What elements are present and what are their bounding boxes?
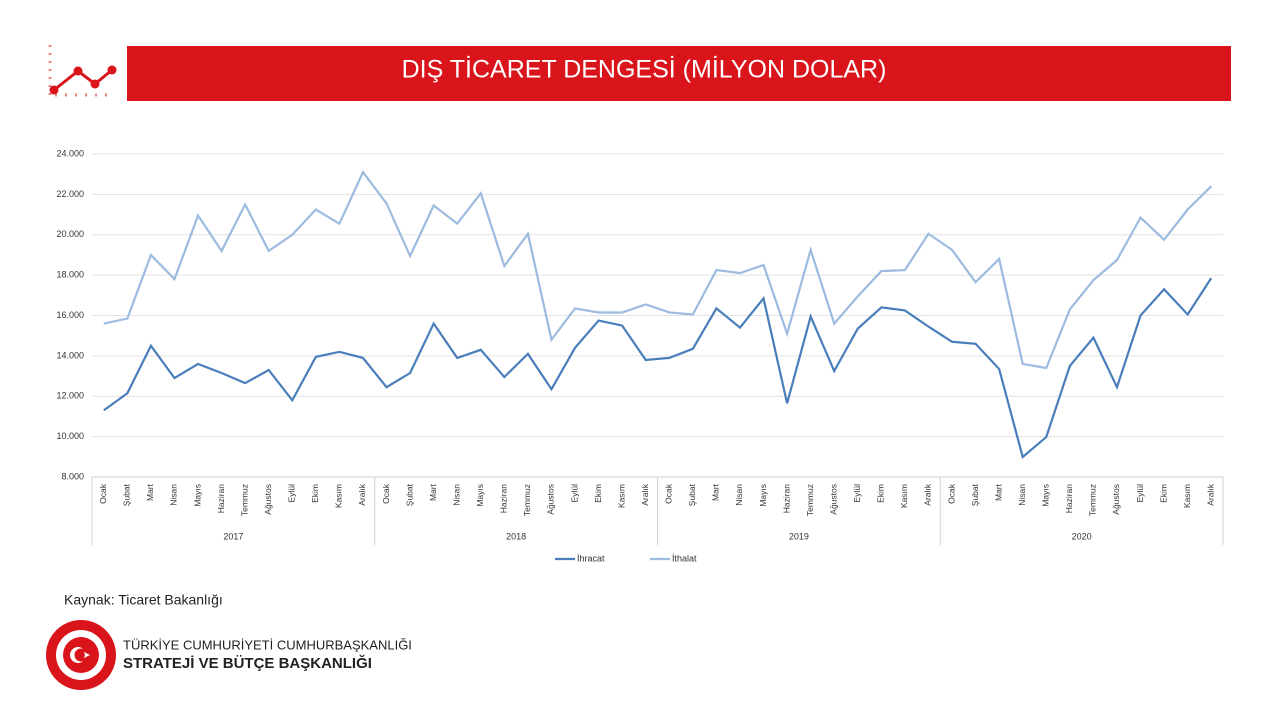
x-tick-label: Ağustos [1111,484,1121,515]
x-tick-label: Mart [428,483,438,501]
x-tick-label: Ekim [876,484,886,503]
x-tick-label: Ekim [1158,484,1168,503]
x-tick-label: Ocak [946,483,956,504]
group-label: 2017 [223,531,243,541]
x-tick-label: Eylül [1135,484,1145,503]
group-label: 2019 [789,531,809,541]
x-tick-label: Eylül [287,484,297,503]
x-tick-label: Haziran [499,484,509,514]
x-tick-label: Ocak [664,483,674,504]
x-tick-label: Eylül [569,484,579,503]
header-icon [48,45,117,97]
y-tick-label: 14.000 [56,350,84,360]
x-tick-label: Mart [145,483,155,501]
x-tick-label: Kasım [616,484,626,508]
x-tick-label: Mart [993,483,1003,501]
x-tick-label: Aralık [640,483,650,505]
group-label: 2020 [1072,531,1092,541]
x-tick-label: Temmuz [1088,484,1098,516]
x-tick-label: Aralık [357,483,367,505]
y-tick-label: 10.000 [56,431,84,441]
header-bar [127,46,1231,101]
x-tick-label: Kasım [334,484,344,508]
group-label: 2018 [506,531,526,541]
series-line [103,170,1212,370]
logo [46,620,116,690]
y-tick-label: 12.000 [56,391,84,401]
x-tick-label: Nisan [1017,484,1027,506]
source: Kaynak: Ticaret Bakanlığı [64,592,223,608]
x-tick-label: Haziran [781,484,791,514]
footer-line1: TÜRKİYE CUMHURİYETİ CUMHURBAŞKANLIĞI [123,637,412,652]
y-tick-label: 20.000 [56,229,84,239]
x-tick-label: Ocak [98,483,108,504]
x-tick-label: Mart [711,483,721,501]
x-tick-label: Mayıs [758,484,768,507]
x-tick-label: Haziran [216,484,226,514]
title: DIŞ TİCARET DENGESİ (MİLYON DOLAR) [402,55,887,84]
x-tick-label: Ağustos [263,484,273,515]
x-tick-label: Ağustos [546,484,556,515]
x-tick-label: Mayıs [192,484,202,507]
x-tick-label: Nisan [169,484,179,506]
x-tick-label: Şubat [970,483,980,506]
y-tick-label: 8.000 [61,471,84,481]
x-tick-label: Şubat [404,483,414,506]
x-tick-label: Temmuz [239,484,249,516]
x-tick-label: Mayıs [475,484,485,507]
x-tick-label: Eylül [852,484,862,503]
x-tick-label: Ekim [310,484,320,503]
legend-label: İthalat [672,553,697,563]
x-tick-label: Nisan [451,484,461,506]
x-tick-label: Kasım [899,484,909,508]
footer-line2: STRATEJİ VE BÜTÇE BAŞKANLIĞI [123,654,372,672]
y-tick-label: 16.000 [56,310,84,320]
legend-label: İhracat [577,553,605,563]
x-tick-label: Aralık [1205,483,1215,505]
series-line [103,277,1213,459]
x-tick-label: Haziran [1064,484,1074,514]
x-tick-label: Ocak [381,483,391,504]
x-tick-label: Mayıs [1041,484,1051,507]
y-tick-label: 24.000 [56,148,84,158]
x-tick-label: Şubat [687,483,697,506]
chart: 8.000 10.000 12.000 14.000 16.000 18.000 20.00… [56,148,1224,563]
y-tick-label: 18.000 [56,270,84,280]
x-tick-label: Şubat [122,483,132,506]
x-tick-label: Kasım [1182,484,1192,508]
x-tick-label: Aralık [923,483,933,505]
y-tick-label: 22.000 [56,189,84,199]
x-tick-label: Ekim [593,484,603,503]
x-tick-label: Temmuz [805,484,815,516]
x-tick-label: Ağustos [828,484,838,515]
x-tick-label: Nisan [734,484,744,506]
x-tick-label: Temmuz [522,484,532,516]
